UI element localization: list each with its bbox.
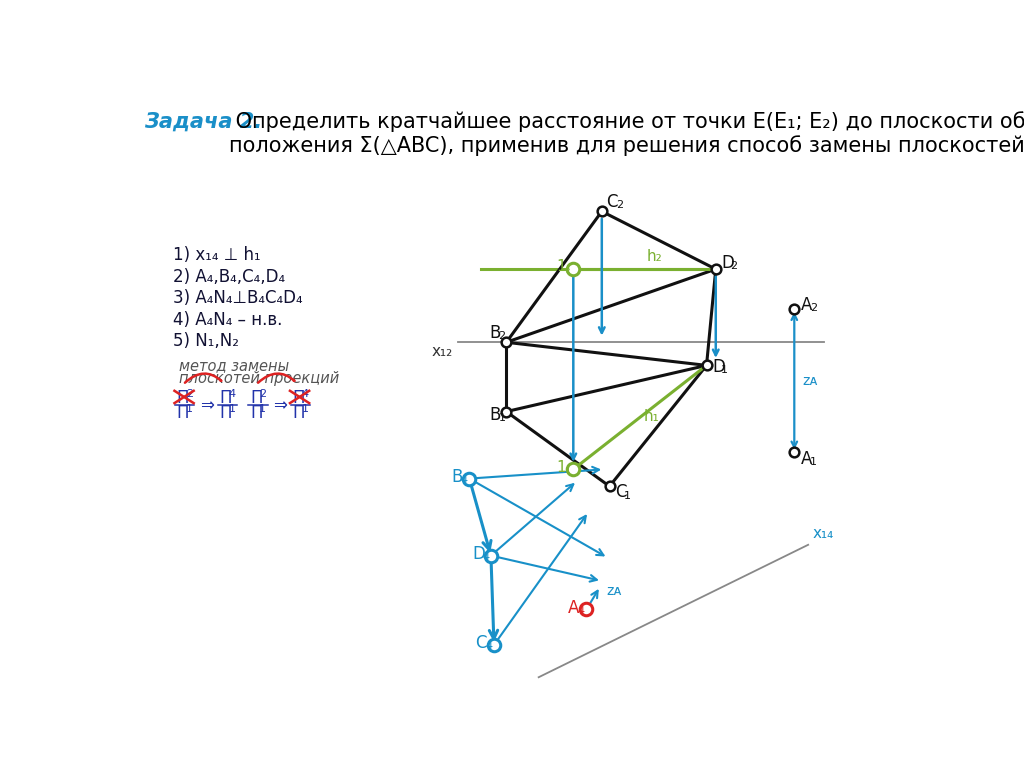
Text: ⇒: ⇒ [200,397,214,414]
Text: B: B [489,324,501,342]
Text: П: П [177,404,189,422]
Text: 2: 2 [186,389,194,399]
Text: П: П [250,404,262,422]
Text: 1) x₁₄ ⊥ h₁: 1) x₁₄ ⊥ h₁ [173,246,260,264]
Text: метод замены: метод замены [179,358,289,374]
Text: 1: 1 [499,413,506,423]
Text: 4: 4 [228,389,236,399]
Text: 5) N₁,N₂: 5) N₁,N₂ [173,332,239,351]
Text: 1: 1 [556,259,566,275]
Text: ₂: ₂ [565,265,570,275]
Text: плоскотей проекций: плоскотей проекций [179,370,339,386]
Text: П: П [292,404,305,422]
Text: A: A [801,449,812,468]
Text: C: C [475,634,487,653]
Text: П: П [292,390,305,407]
Text: ₁: ₁ [565,465,570,475]
Text: A: A [801,295,812,314]
Text: zᴀ: zᴀ [802,374,817,388]
Text: 4: 4 [301,389,308,399]
Text: П: П [219,390,231,407]
Text: 1: 1 [625,491,631,501]
Text: 1: 1 [301,403,308,413]
Text: 2: 2 [499,331,506,341]
Text: 2: 2 [730,261,737,271]
Text: C: C [614,483,627,502]
Text: 1: 1 [810,456,817,466]
Text: П: П [177,390,189,407]
Text: 3) A₄N₄⊥B₄C₄D₄: 3) A₄N₄⊥B₄C₄D₄ [173,289,302,307]
Text: 4: 4 [482,552,489,562]
Text: D: D [712,358,725,376]
Text: 4: 4 [578,606,585,616]
Text: h₂: h₂ [646,249,663,265]
Text: 2: 2 [259,389,266,399]
Text: zᴀ: zᴀ [606,584,622,598]
Text: C: C [606,193,617,211]
Text: B: B [451,468,462,486]
Text: 4) A₄N₄ – н.в.: 4) A₄N₄ – н.в. [173,311,283,329]
Text: 2: 2 [810,303,817,313]
Text: D: D [472,545,485,563]
Text: 1: 1 [259,403,266,413]
Text: 2) A₄,B₄,C₄,D₄: 2) A₄,B₄,C₄,D₄ [173,268,285,285]
Text: 1: 1 [721,365,728,375]
Text: x₁₄: x₁₄ [813,526,834,541]
Text: x₁₂: x₁₂ [432,344,454,359]
FancyArrowPatch shape [185,374,221,383]
Text: Определить кратчайшее расстояние от точки E(E₁; E₂) до плоскости общего
положени: Определить кратчайшее расстояние от точк… [229,111,1024,156]
Text: П: П [250,390,262,407]
Text: П: П [219,404,231,422]
Text: A: A [568,599,580,617]
Text: h₁: h₁ [643,409,659,424]
Text: 1: 1 [228,403,236,413]
Text: Задача 2.: Задача 2. [144,111,262,131]
FancyArrowPatch shape [258,374,294,383]
Text: 4: 4 [485,641,493,651]
Text: ⇒: ⇒ [273,397,287,414]
Text: D: D [721,254,734,272]
Text: 1: 1 [556,459,566,475]
Text: B: B [489,406,501,423]
FancyBboxPatch shape [126,87,924,687]
Text: 1: 1 [186,403,193,413]
Text: 4: 4 [461,475,468,485]
Text: 2: 2 [615,200,623,210]
